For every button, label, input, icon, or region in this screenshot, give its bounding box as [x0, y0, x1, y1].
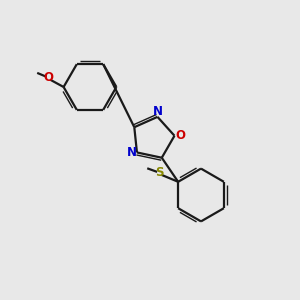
Text: O: O: [175, 129, 185, 142]
Text: N: N: [152, 105, 163, 118]
Text: O: O: [44, 71, 54, 84]
Text: N: N: [127, 146, 136, 159]
Text: S: S: [156, 166, 164, 179]
